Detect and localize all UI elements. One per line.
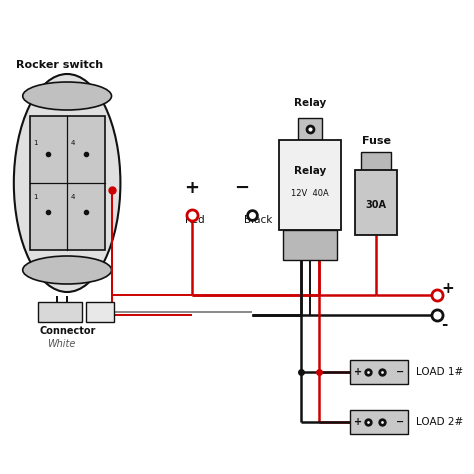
Text: +: +: [184, 179, 200, 197]
Text: +: +: [355, 367, 363, 377]
Text: Rocker switch: Rocker switch: [16, 60, 103, 70]
Bar: [298, 118, 322, 140]
Text: Relay: Relay: [294, 98, 326, 108]
Text: LOAD 2#: LOAD 2#: [416, 417, 463, 427]
Text: −: −: [395, 367, 404, 377]
Text: 12V  40A: 12V 40A: [291, 189, 329, 198]
Text: 1: 1: [34, 140, 38, 146]
Ellipse shape: [23, 82, 111, 110]
Text: +: +: [441, 281, 454, 296]
Text: LOAD 1#: LOAD 1#: [416, 367, 463, 377]
Text: 4: 4: [71, 140, 75, 146]
Text: 4: 4: [71, 194, 75, 200]
Bar: [350, 410, 408, 434]
Bar: [283, 230, 337, 260]
Text: Connector: Connector: [39, 326, 96, 336]
Text: Fuse: Fuse: [362, 136, 391, 146]
Ellipse shape: [23, 256, 111, 284]
Text: 30A: 30A: [365, 200, 386, 210]
Bar: [86, 302, 113, 322]
Bar: [37, 302, 82, 322]
Text: +: +: [355, 417, 363, 427]
Text: −: −: [234, 179, 249, 197]
Bar: [356, 170, 397, 235]
Text: -: -: [441, 317, 447, 332]
Text: White: White: [47, 339, 76, 349]
Text: Red: Red: [184, 215, 204, 225]
Bar: [279, 140, 340, 230]
Text: Black: Black: [244, 215, 272, 225]
Bar: [350, 360, 408, 384]
Bar: [361, 152, 391, 170]
Ellipse shape: [14, 74, 120, 292]
Text: 1: 1: [34, 194, 38, 200]
Text: Relay: Relay: [294, 166, 326, 176]
Text: −: −: [395, 417, 404, 427]
Bar: [29, 116, 105, 250]
